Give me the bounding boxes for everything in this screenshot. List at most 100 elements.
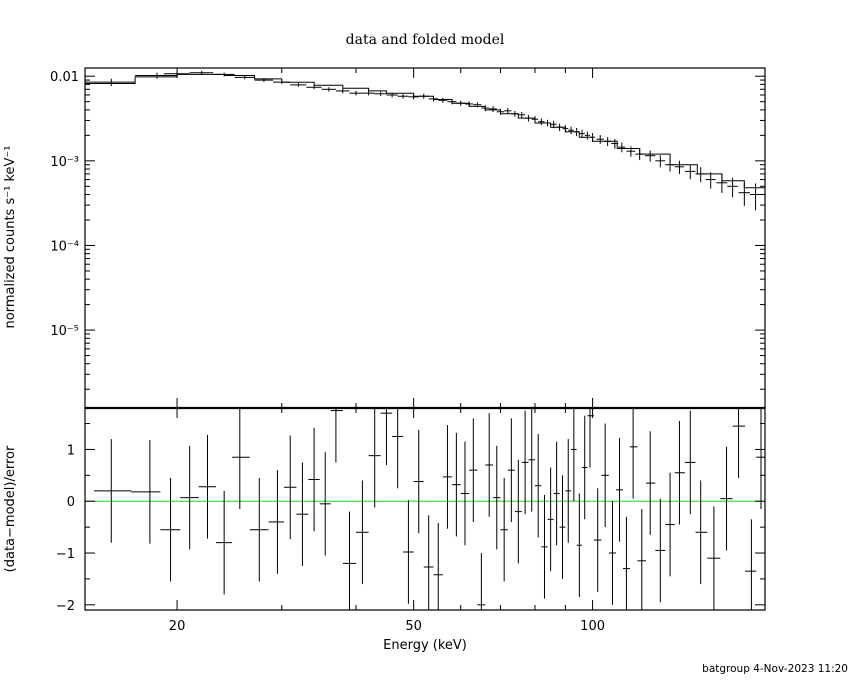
data-point (695, 167, 706, 183)
data-point (321, 87, 336, 92)
residual-point (493, 445, 501, 550)
residual-point (622, 516, 630, 610)
residual-point (500, 477, 508, 582)
residual-point (485, 413, 494, 517)
data-point (213, 72, 235, 77)
residual-point (296, 462, 309, 566)
top-y-tick-label: 10⁻³ (50, 155, 79, 170)
data-point (655, 155, 666, 168)
residual-point (534, 433, 542, 538)
residual-point (433, 522, 443, 610)
residual-point (720, 446, 733, 551)
data-point (386, 92, 398, 98)
residual-point (469, 418, 478, 522)
data-point (603, 137, 612, 147)
model-step-line (85, 73, 765, 189)
residual-point (308, 427, 320, 532)
bottom-y-tick-label: −1 (56, 547, 75, 562)
data-point (705, 172, 716, 189)
data-point (273, 80, 291, 85)
residual-point (559, 475, 566, 579)
data-point (716, 174, 728, 193)
residual-point (665, 472, 675, 577)
data-point (504, 107, 512, 114)
residual-point (732, 408, 746, 478)
residual-point (451, 432, 461, 537)
data-point (428, 96, 439, 102)
residual-point (368, 408, 381, 508)
residual-point (198, 434, 216, 539)
data-point (511, 110, 519, 117)
residual-point (547, 467, 554, 572)
data-point (438, 97, 448, 103)
residual-point (232, 408, 250, 509)
residual-point (593, 488, 602, 592)
top-panel: 0.01 10⁻³ 10⁻⁴ 10⁻⁵ normalized counts s⁻¹ k… (3, 67, 766, 409)
residual-point (521, 410, 529, 515)
data-point (85, 78, 136, 87)
data-point (738, 183, 751, 206)
residual-point (707, 506, 721, 610)
data-point (568, 126, 574, 135)
top-panel-frame (84, 67, 766, 409)
residual-point (442, 425, 452, 529)
residual-point (131, 440, 161, 544)
data-point (374, 91, 387, 97)
residual-point (629, 408, 638, 499)
bottom-panel: 1 0 −1 −2 20 50 100 (data−model)/error Energy … (3, 407, 766, 653)
data-point (538, 118, 545, 126)
data-point (234, 75, 255, 80)
data-point (611, 139, 619, 149)
residual-point (403, 500, 414, 604)
residual-point (268, 470, 284, 574)
data-point (306, 85, 322, 90)
residual-point (576, 493, 583, 598)
data-point (349, 91, 363, 96)
residual-point (460, 441, 470, 546)
x-tick-label: 20 (169, 619, 186, 634)
residual-point (608, 501, 617, 605)
x-tick-label: 50 (405, 619, 422, 634)
data-point (447, 99, 457, 105)
residual-point (674, 420, 685, 525)
data-point (489, 106, 497, 113)
top-plot-area (85, 70, 765, 211)
data-point (584, 131, 590, 140)
data-point (750, 183, 761, 211)
data-point (290, 83, 307, 87)
bottom-y-axis-label: (data−model)/error (3, 445, 18, 572)
bottom-y-tick-label: 0 (67, 495, 75, 510)
data-point (674, 160, 685, 175)
residual-point (565, 439, 572, 543)
data-point (544, 119, 551, 127)
data-point (644, 150, 656, 162)
residual-point (180, 445, 199, 550)
residual-point (637, 509, 647, 610)
residual-point (616, 438, 623, 542)
residual-point (553, 441, 560, 546)
residual-point (528, 408, 535, 512)
data-point (481, 105, 490, 112)
residual-point (541, 495, 548, 599)
residual-point (423, 515, 434, 610)
residual-point (356, 480, 369, 585)
residual-point (655, 498, 666, 603)
data-point (618, 142, 626, 153)
data-point (456, 100, 465, 106)
data-point (496, 108, 505, 115)
data-point (525, 114, 532, 122)
top-y-axis-label: normalized counts s⁻¹ keV⁻¹ (3, 146, 18, 329)
bottom-panel-frame (84, 407, 766, 611)
data-point (518, 111, 526, 118)
data-point (596, 135, 604, 144)
residual-point (745, 519, 757, 610)
data-point (550, 120, 557, 129)
data-point (635, 148, 644, 161)
residual-point (380, 408, 393, 465)
residual-point (684, 410, 696, 515)
residual-point (582, 415, 588, 520)
bottom-y-tick-label: −2 (56, 599, 75, 614)
data-point (408, 94, 419, 100)
residual-point (646, 431, 656, 535)
